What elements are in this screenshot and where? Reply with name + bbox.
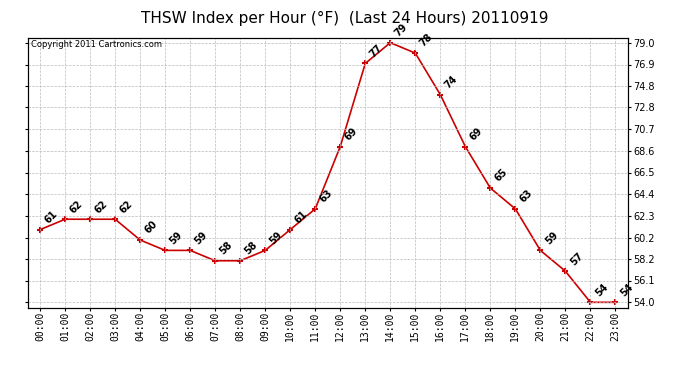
- Text: 62: 62: [93, 198, 110, 215]
- Text: 62: 62: [118, 198, 135, 215]
- Text: 59: 59: [543, 230, 560, 246]
- Text: 74: 74: [443, 74, 460, 90]
- Text: 69: 69: [343, 126, 359, 142]
- Text: 59: 59: [193, 230, 210, 246]
- Text: 60: 60: [143, 219, 159, 236]
- Text: 59: 59: [168, 230, 184, 246]
- Text: 63: 63: [318, 188, 335, 205]
- Text: 57: 57: [568, 251, 584, 267]
- Text: 58: 58: [243, 240, 259, 256]
- Text: 54: 54: [618, 282, 635, 298]
- Text: 65: 65: [493, 167, 510, 184]
- Text: 59: 59: [268, 230, 284, 246]
- Text: THSW Index per Hour (°F)  (Last 24 Hours) 20110919: THSW Index per Hour (°F) (Last 24 Hours)…: [141, 11, 549, 26]
- Text: Copyright 2011 Cartronics.com: Copyright 2011 Cartronics.com: [30, 40, 161, 49]
- Text: 79: 79: [393, 22, 410, 39]
- Text: 63: 63: [518, 188, 535, 205]
- Text: 54: 54: [593, 282, 610, 298]
- Text: 77: 77: [368, 43, 384, 59]
- Text: 78: 78: [418, 32, 435, 49]
- Text: 58: 58: [218, 240, 235, 256]
- Text: 69: 69: [468, 126, 484, 142]
- Text: 61: 61: [293, 209, 310, 225]
- Text: 61: 61: [43, 209, 59, 225]
- Text: 62: 62: [68, 198, 84, 215]
